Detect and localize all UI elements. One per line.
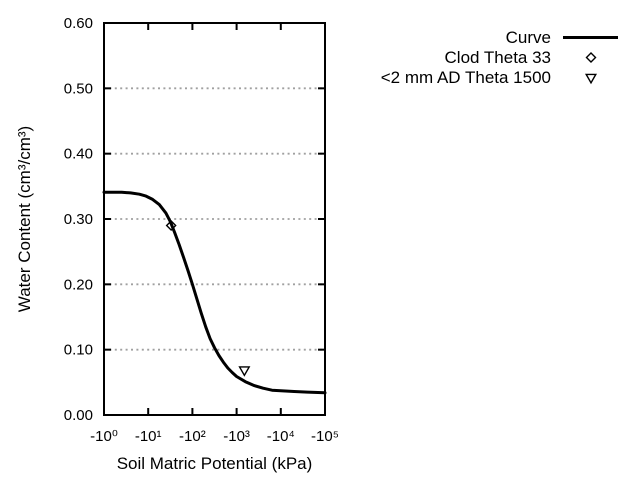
legend-sample-diamond [585,52,597,63]
axis-ticks [103,22,326,416]
x-tick-label: -10⁰ [90,428,118,445]
y-tick-label: 0.10 [64,342,93,359]
x-tick-label: -10² [179,428,206,445]
gridlines [104,87,325,351]
legend-label-ad-theta1500: <2 mm AD Theta 1500 [381,68,551,87]
legend-label-curve: Curve [506,28,551,47]
x-tick-label: -10⁵ [311,428,339,445]
legend-label-clod-theta33: Clod Theta 33 [445,48,551,67]
y-tick-label: 0.00 [64,407,93,424]
legend-sample-triangle-down [584,73,598,85]
y-tick-label: 0.30 [64,211,93,228]
clod-theta33-marker [165,220,177,232]
y-tick-label: 0.50 [64,80,93,97]
ad-theta1500-marker [238,366,251,377]
retention-curve [102,190,327,395]
y-tick-label: 0.40 [64,146,93,163]
x-tick-label: -10⁴ [267,428,295,445]
x-axis-title: Soil Matric Potential (kPa) [117,454,313,473]
x-tick-labels: -10⁰ -10¹ -10² -10³ -10⁴ -10⁵ [90,428,339,445]
x-tick-label: -10¹ [135,428,162,445]
y-tick-label: 0.20 [64,276,93,293]
y-tick-labels: 0.00 0.10 0.20 0.30 0.40 0.50 0.60 [64,15,93,424]
x-tick-label: -10³ [223,428,250,445]
y-tick-label: 0.60 [64,15,93,32]
y-axis-title: Water Content (cm³/cm³) [15,126,34,312]
